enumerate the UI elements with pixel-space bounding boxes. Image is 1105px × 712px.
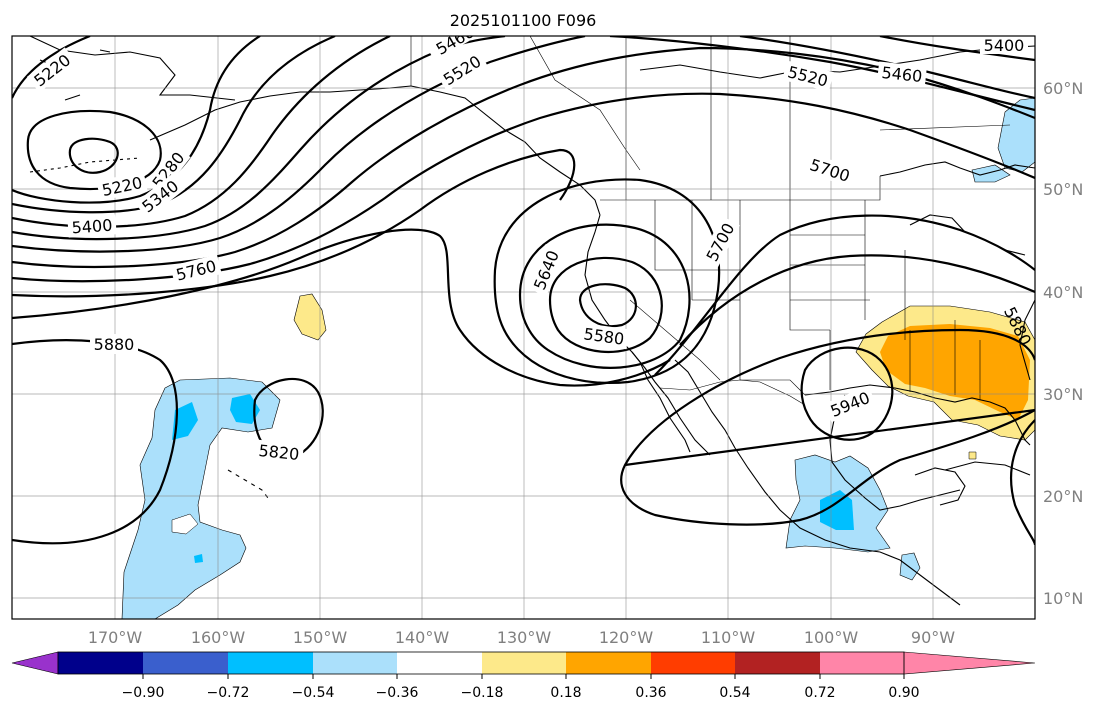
contour-5940: [800, 346, 894, 441]
colorbar-tick-label: −0.54: [292, 685, 335, 701]
anomaly-cyan-pacific-b: [230, 394, 260, 424]
contour-low-ca-inner: [578, 283, 637, 328]
colorbar-outline: [57, 651, 905, 675]
contour-low-ca-2: [548, 256, 663, 354]
lon-label: 100°W: [804, 628, 859, 647]
anomaly-light-blue-caribbean: [899, 552, 921, 581]
us-mexico-border: [659, 379, 806, 406]
yucatan: [914, 467, 966, 506]
lat-label: 20°N: [1043, 487, 1083, 506]
cuba: [944, 461, 1031, 476]
contour-5880-east: [620, 328, 1035, 526]
hawaii-islands: [227, 469, 269, 499]
coastlines: [29, 36, 1035, 606]
lon-label: 110°W: [701, 628, 756, 647]
anomaly-cyan-pacific-a: [172, 402, 198, 440]
latitude-labels: 60°N 50°N 40°N 30°N 20°N 10°N: [1043, 79, 1083, 608]
lon-label: 120°W: [599, 628, 654, 647]
lat-label: 10°N: [1043, 589, 1083, 608]
colorbar-tick-label: −0.72: [207, 685, 250, 701]
colorbar-extend-low: [11, 651, 59, 675]
lon-label: 160°W: [191, 628, 246, 647]
colorbar-extend-high: [903, 651, 1036, 675]
canada-west-coast: [410, 85, 601, 216]
colorbar-segment: [228, 652, 313, 674]
us-east-coast: [1019, 299, 1035, 381]
lat-label: 40°N: [1043, 283, 1083, 302]
contour-5220-a: [12, 36, 91, 99]
lon-label: 170°W: [88, 628, 143, 647]
lon-label: 130°W: [497, 628, 552, 647]
contour-5760: [12, 228, 671, 387]
colorbar-tick-label: −0.36: [376, 685, 419, 701]
contour-label: 5400: [984, 36, 1025, 55]
anomaly-cyan-mexico: [820, 490, 854, 530]
colorbar-segment: [566, 652, 651, 674]
contour-5340: [12, 36, 336, 214]
contour-5700-ridge: [654, 214, 1035, 376]
colorbar: −0.90 −0.72 −0.54 −0.36 −0.18 0.18 0.36 …: [11, 651, 1036, 701]
alaska-coast-north: [29, 36, 236, 101]
contour-low-center-inner: [68, 137, 119, 174]
contour-5400-east: [879, 36, 1035, 62]
map-frame: [11, 35, 1036, 620]
longitude-labels: 170°W 160°W 150°W 140°W 130°W 120°W 110°…: [88, 628, 955, 647]
contour-5520-west: [12, 36, 586, 253]
lon-label: 140°W: [395, 628, 450, 647]
colorbar-tick-label: 0.18: [550, 685, 581, 701]
colorbar-segment: [58, 652, 143, 674]
mexico-gulf-coast: [829, 394, 961, 511]
colorbar-segment: [143, 652, 228, 674]
contour-low-ca-4: [493, 178, 721, 384]
colorbar-segment: [397, 652, 482, 674]
colorbar-tick-label: −0.90: [122, 685, 165, 701]
mexico-pacific-coast: [734, 447, 961, 606]
contour-5760-east: [679, 254, 1035, 346]
florida: [1014, 419, 1031, 446]
anomaly-yellow-dot: [968, 451, 977, 460]
contour-5700-west: [12, 148, 576, 298]
shaded-field: [121, 97, 1035, 619]
colorbar-segment: [735, 652, 820, 674]
colorbar-tick-label: 0.54: [719, 685, 750, 701]
contour-label: 5460: [881, 63, 923, 86]
contour-low-center-outer: [26, 109, 162, 191]
gulf-coast: [804, 384, 1016, 421]
colorbar-segment: [313, 652, 397, 674]
lat-label: 50°N: [1043, 180, 1083, 199]
lon-label: 150°W: [293, 628, 348, 647]
anomaly-yellow-pacific: [293, 293, 327, 341]
lon-label: 90°W: [911, 628, 955, 647]
alaska-peninsula-coast: [149, 85, 412, 141]
contour-5880-east-cut: [1010, 419, 1035, 546]
contour-label: 5820: [258, 441, 300, 464]
colorbar-tick-label: −0.18: [461, 685, 504, 701]
contour-5520-east: [609, 36, 1035, 112]
colorbar-segment: [820, 652, 904, 674]
colorbar-tick-label: 0.36: [635, 685, 666, 701]
colorbar-tick-label: 0.72: [804, 685, 835, 701]
baja-california: [631, 351, 691, 453]
lat-label: 30°N: [1043, 385, 1083, 404]
gulf-of-california: [674, 359, 736, 449]
colorbar-segment: [482, 652, 566, 674]
contour-low-ca-3: [518, 223, 691, 369]
anomaly-cyan-pacific-c: [194, 554, 203, 563]
map-panel: 5220 5220 5280 5340 5400 5760 5880 5820 …: [11, 35, 1036, 620]
us-states: [629, 200, 981, 400]
lat-label: 60°N: [1043, 79, 1083, 98]
colorbar-segment: [651, 652, 735, 674]
contour-label: 5880: [94, 335, 135, 354]
anomaly-white-hole-pacific: [171, 513, 199, 535]
contour-5640-west: [12, 92, 1035, 283]
colorbar-tick-label: 0.90: [888, 685, 919, 701]
anomaly-light-blue-canada-b: [971, 164, 1011, 183]
contour-label: 5400: [71, 216, 113, 238]
figure-title: 2025101100 F096: [450, 11, 597, 30]
